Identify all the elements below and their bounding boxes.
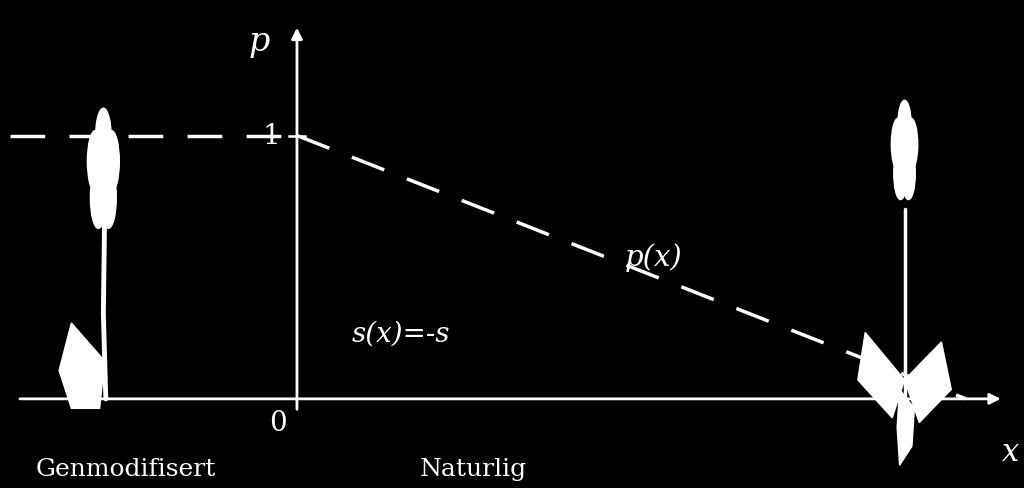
Polygon shape [904,342,951,423]
Circle shape [894,148,907,200]
Text: Naturlig: Naturlig [420,457,527,480]
Text: 0: 0 [269,409,287,436]
Circle shape [87,131,103,193]
Text: 1: 1 [262,123,280,150]
Text: x: x [1001,436,1019,467]
Circle shape [902,148,915,200]
Circle shape [95,109,112,170]
Text: s(x)=-s: s(x)=-s [351,320,451,347]
Polygon shape [59,324,104,408]
Polygon shape [858,333,904,418]
Circle shape [899,131,910,175]
Circle shape [904,119,918,171]
Text: p(x): p(x) [625,243,682,271]
Circle shape [898,101,911,153]
Circle shape [96,144,111,200]
Text: p: p [249,26,270,58]
Circle shape [891,119,905,171]
Polygon shape [897,389,914,465]
Circle shape [103,131,120,193]
Text: Genmodifisert: Genmodifisert [36,457,216,480]
Circle shape [100,167,117,229]
Circle shape [90,167,106,229]
